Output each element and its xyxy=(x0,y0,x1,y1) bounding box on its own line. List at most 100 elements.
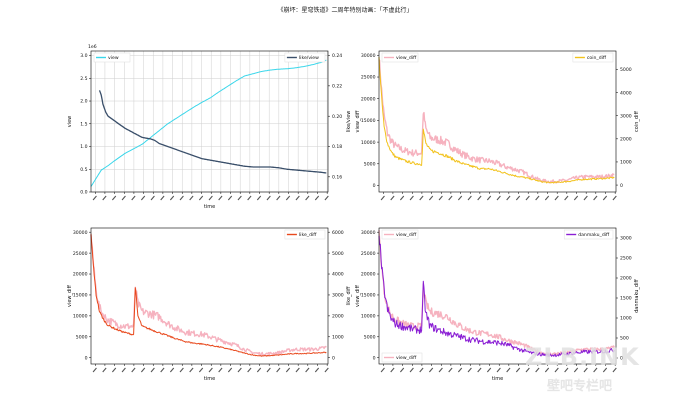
x-tick-label xyxy=(602,367,608,373)
x-tick-label xyxy=(544,195,550,201)
y-tick-label: 25000 xyxy=(361,251,376,257)
subplot-2: 0 5000 10000 15000 20000 25000 30000 0 1000 2000 3… xyxy=(355,50,640,201)
x-tick-label xyxy=(467,367,472,373)
y2-tick-label: 5000 xyxy=(332,251,344,257)
y-tick-label: 20000 xyxy=(361,272,376,278)
x-tick-label xyxy=(160,367,165,373)
y-tick-label: 10000 xyxy=(361,140,376,146)
x-tick-label xyxy=(276,195,281,201)
x-tick-label xyxy=(554,195,559,201)
y-axis-label: view xyxy=(67,116,73,128)
y2-tick-label: 5000 xyxy=(620,67,632,73)
x-tick-label xyxy=(198,195,204,201)
x-tick-label xyxy=(295,367,300,373)
x-tick-label xyxy=(266,367,271,373)
x-tick-label xyxy=(256,367,262,373)
x-tick-label xyxy=(573,367,579,373)
x-tick-label xyxy=(150,195,155,201)
y-tick-label: 5000 xyxy=(76,335,88,341)
y2-tick-label: 2000 xyxy=(332,314,344,320)
x-tick-label xyxy=(131,367,136,373)
x-tick-label xyxy=(477,367,482,373)
y-tick-label: 0 xyxy=(373,355,376,361)
y2-tick-label: 1500 xyxy=(620,296,632,302)
series-view_diff-line xyxy=(378,230,615,356)
y-tick-label: 20000 xyxy=(73,272,88,278)
x-tick-label xyxy=(314,195,320,201)
series-like-view-line xyxy=(98,90,327,174)
legend-left: view_diff xyxy=(381,52,419,63)
x-tick-label xyxy=(140,367,146,373)
y-tick-label: 20000 xyxy=(361,96,376,102)
x-tick-label xyxy=(227,195,233,201)
x-tick-label xyxy=(448,367,453,373)
y-tick-label: 0 xyxy=(373,183,376,189)
x-axis-label: time xyxy=(204,204,215,210)
y2-axis-label: coin_diff xyxy=(634,111,640,132)
x-tick-label xyxy=(409,367,414,373)
y-tick-label: 0.5 xyxy=(80,167,87,173)
x-tick-label xyxy=(515,195,521,201)
x-tick-label xyxy=(564,195,569,201)
x-tick-label xyxy=(583,367,588,373)
x-tick-label xyxy=(380,195,385,201)
y-tick-label: 15000 xyxy=(73,293,88,299)
y2-tick-label: 2000 xyxy=(620,276,632,282)
legend-box xyxy=(381,52,419,63)
x-tick-label xyxy=(121,367,126,373)
plot-frame xyxy=(90,227,329,365)
subplot-3: 0 5000 10000 15000 20000 25000 30000 0 1000 2000 3… xyxy=(67,227,352,382)
x-tick-label xyxy=(544,367,550,373)
y2-tick-label: 0 xyxy=(332,355,335,361)
y2-tick-label: 6000 xyxy=(332,230,344,236)
legend-right: like_diff xyxy=(284,229,326,240)
legend-box xyxy=(381,229,419,240)
x-tick-label xyxy=(314,367,320,373)
x-tick-label xyxy=(612,195,617,201)
y-tick-label: 2.5 xyxy=(80,76,87,82)
legend-box xyxy=(572,52,614,63)
y2-tick-label: 1000 xyxy=(620,316,632,322)
x-tick-label xyxy=(486,195,492,201)
grid-lines xyxy=(91,51,328,193)
y2-tick-label: 0.20 xyxy=(332,114,342,120)
x-tick-label xyxy=(428,367,434,373)
y2-tick-label: 1000 xyxy=(332,335,344,341)
legend-left: view_diff xyxy=(381,229,419,240)
series-like_diff-line xyxy=(90,233,327,357)
x-tick-label xyxy=(496,195,501,201)
x-tick-label xyxy=(438,367,443,373)
y2-tick-label: 1000 xyxy=(620,160,632,166)
y2-tick-label: 3000 xyxy=(332,293,344,299)
x-tick-label xyxy=(237,367,242,373)
y-tick-label: 3.0 xyxy=(80,53,87,59)
legend-label: view_diff xyxy=(396,232,417,238)
series-view_diff-line xyxy=(90,234,327,356)
legend-box xyxy=(381,352,423,363)
x-tick-label xyxy=(477,195,482,201)
x-tick-label xyxy=(612,367,617,373)
x-tick-label xyxy=(496,367,501,373)
x-tick-label xyxy=(457,367,463,373)
legend-box xyxy=(563,229,614,240)
y2-axis-label: danmaku_diff xyxy=(634,279,640,313)
x-tick-label xyxy=(324,367,329,373)
legend-label: view_diff xyxy=(396,55,417,61)
y-tick-label: 25000 xyxy=(73,251,88,257)
y2-tick-label: 0 xyxy=(620,183,623,189)
x-tick-label xyxy=(285,195,291,201)
legend-right: like/view xyxy=(284,52,326,63)
subplot-1: 0.0 0.5 1.0 1.5 2.0 2.5 3.0 0.16 0.18 0.20 0.22 0.2… xyxy=(67,44,352,210)
plot-frame xyxy=(90,50,329,193)
y2-tick-label: 2500 xyxy=(620,256,632,262)
x-axis-label: time xyxy=(204,376,215,382)
y-axis-label: view_diff xyxy=(67,284,73,307)
x-tick-label xyxy=(111,195,117,201)
x-tick-label xyxy=(92,367,97,373)
x-tick-label xyxy=(380,367,385,373)
x-tick-label xyxy=(237,195,242,201)
y-tick-label: 25000 xyxy=(361,75,376,81)
x-tick-label xyxy=(111,367,117,373)
legend-left: view xyxy=(93,52,131,63)
x-tick-label xyxy=(140,195,146,201)
